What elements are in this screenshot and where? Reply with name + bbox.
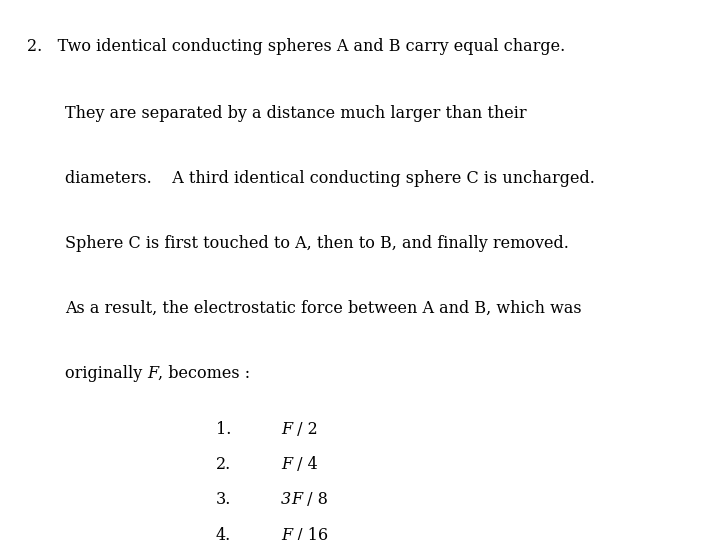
Text: / 8: / 8 [302, 491, 328, 508]
Text: / 4: / 4 [292, 456, 318, 473]
Text: Sphere C is first touched to A, then to B, and finally removed.: Sphere C is first touched to A, then to … [65, 235, 569, 252]
Text: They are separated by a distance much larger than their: They are separated by a distance much la… [65, 105, 526, 122]
Text: F: F [281, 526, 292, 540]
Text: F: F [281, 421, 292, 438]
Text: diameters.    A third identical conducting sphere C is uncharged.: diameters. A third identical conducting … [65, 170, 595, 187]
Text: originally: originally [65, 364, 147, 381]
Text: / 2: / 2 [292, 421, 318, 438]
Text: F: F [291, 491, 302, 508]
Text: F: F [147, 364, 158, 381]
Text: 3: 3 [281, 491, 291, 508]
Text: As a result, the electrostatic force between A and B, which was: As a result, the electrostatic force bet… [65, 300, 582, 316]
Text: 2.: 2. [216, 456, 231, 473]
Text: 4.: 4. [216, 526, 231, 540]
Text: F: F [281, 456, 292, 473]
Text: 1.: 1. [216, 421, 231, 438]
Text: 2.   Two identical conducting spheres A and B carry equal charge.: 2. Two identical conducting spheres A an… [27, 38, 566, 55]
Text: , becomes :: , becomes : [158, 364, 251, 381]
Text: 3.: 3. [216, 491, 231, 508]
Text: / 16: / 16 [292, 526, 328, 540]
